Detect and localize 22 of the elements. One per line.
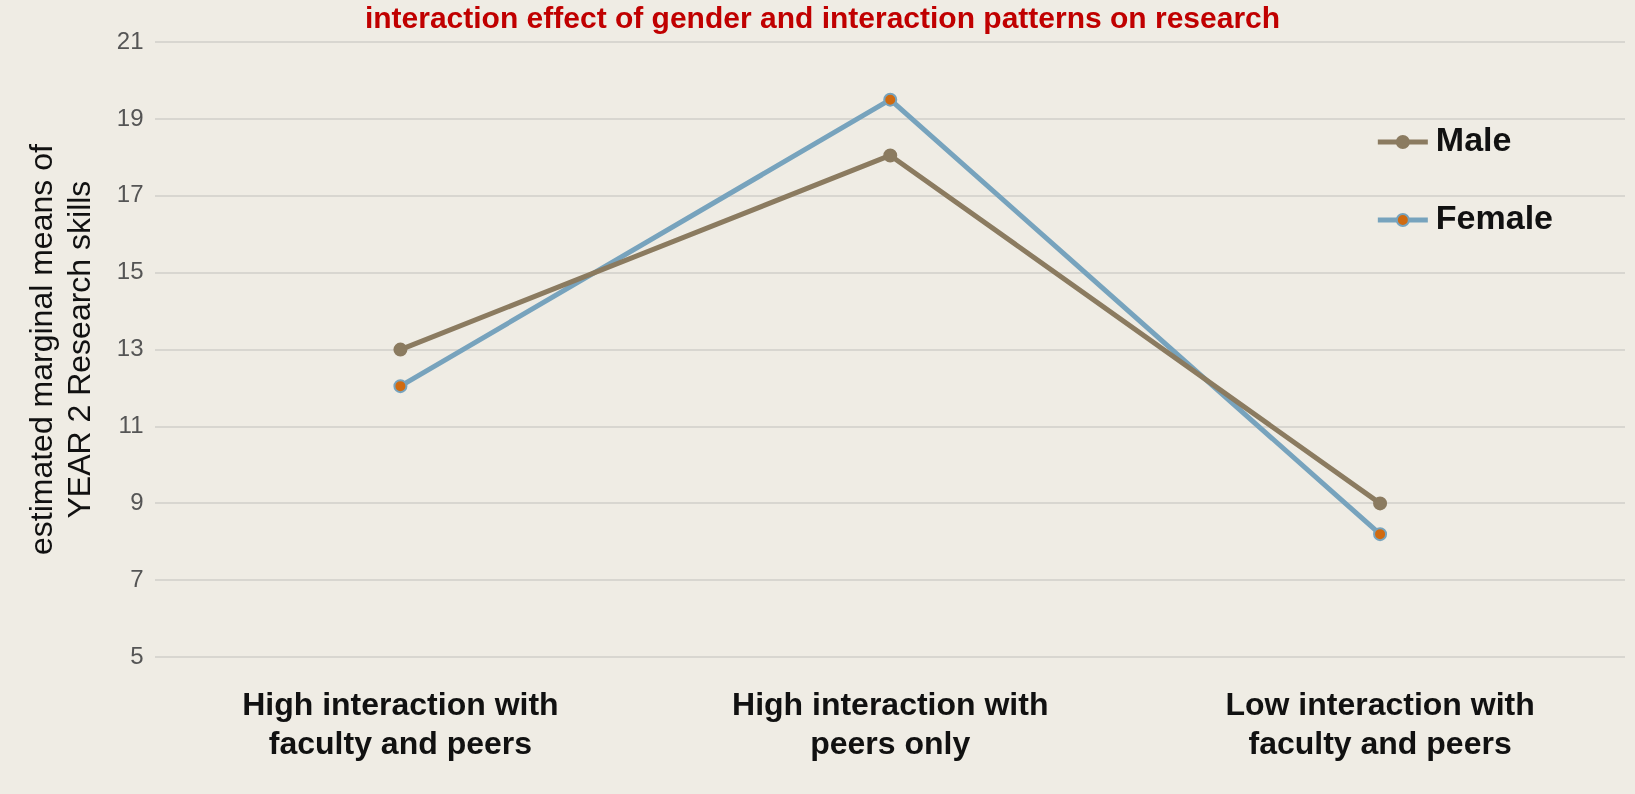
- y-tick-label: 21: [116, 26, 144, 54]
- legend-label: Female: [1435, 198, 1554, 237]
- chart-title: interaction effect of gender and interaction patterns on research: [364, 1, 1281, 35]
- x-tick-label: High interaction with faculty and peers: [242, 686, 559, 761]
- point: [1373, 496, 1388, 511]
- point: [883, 92, 898, 107]
- y-tick-label: 15: [116, 257, 144, 285]
- y-axis-title: estimated marginal means of YEAR 2 Research skills: [23, 144, 98, 556]
- point: [883, 148, 898, 163]
- x-tick-label: Low interaction with faculty and peers: [1225, 686, 1535, 761]
- y-tick-label: 13: [116, 334, 144, 362]
- point: [1373, 527, 1388, 542]
- y-tick-label: 11: [118, 411, 144, 439]
- legend-label: Male: [1435, 120, 1512, 159]
- y-tick-label: 7: [130, 564, 144, 592]
- y-tick-label: 5: [130, 641, 144, 669]
- point: [393, 379, 408, 394]
- y-tick-label: 19: [116, 103, 144, 131]
- y-tick-label: 17: [116, 180, 144, 208]
- point: [393, 342, 408, 357]
- x-tick-label: High interaction with peers only: [732, 686, 1049, 761]
- y-tick-label: 9: [130, 488, 144, 516]
